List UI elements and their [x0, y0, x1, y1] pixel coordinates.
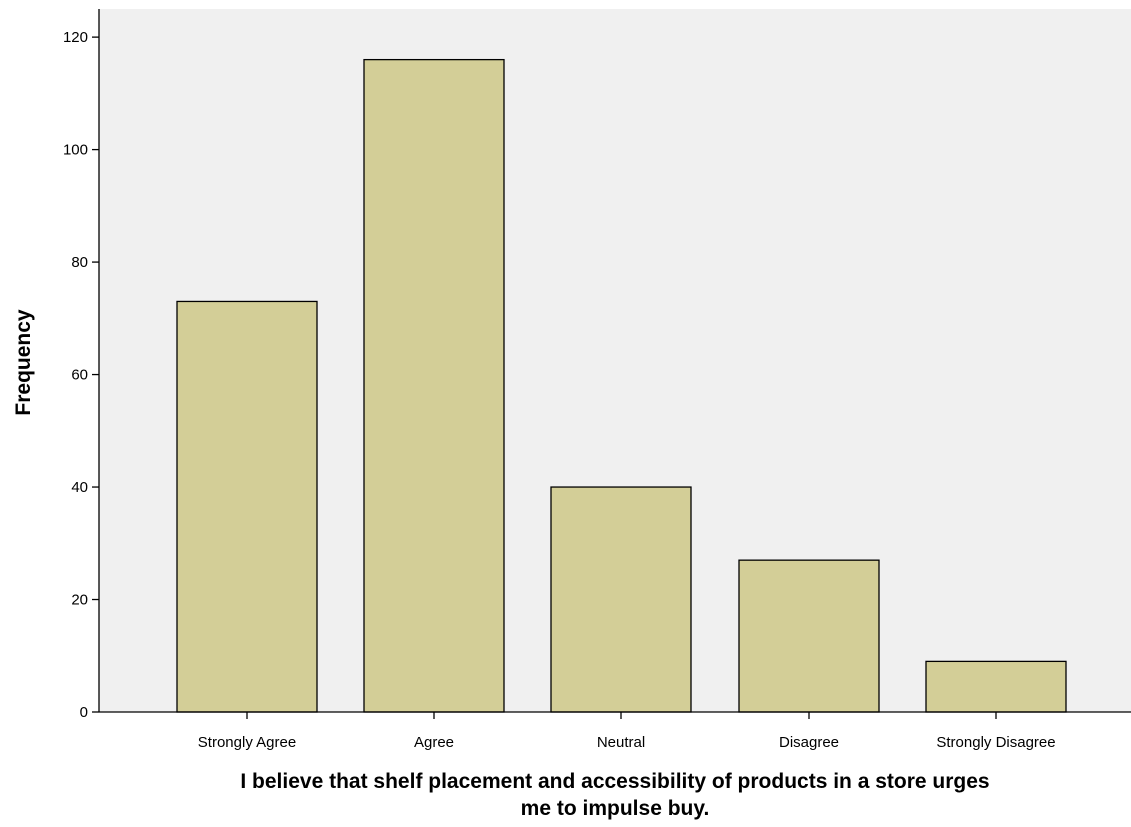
y-tick-label: 100 — [63, 142, 88, 159]
x-axis-title-line-2: me to impulse buy. — [521, 797, 710, 820]
y-tick-label: 60 — [71, 367, 88, 384]
y-tick-label: 20 — [71, 592, 88, 609]
y-tick-label: 80 — [71, 254, 88, 271]
x-tick-label: Agree — [414, 734, 454, 751]
bar-strongly-disagree — [925, 660, 1067, 713]
bar-strongly-agree — [176, 300, 318, 713]
x-axis-title-line-1: I believe that shelf placement and acces… — [240, 770, 989, 793]
x-tick-label: Disagree — [779, 734, 839, 751]
y-tick-label: 120 — [63, 29, 88, 46]
y-tick-label: 40 — [71, 479, 88, 496]
y-axis-title: Frequency — [12, 309, 35, 416]
x-tick-label: Strongly Disagree — [936, 734, 1055, 751]
x-tick-label: Neutral — [597, 734, 645, 751]
y-axis: 0 20 40 60 80 100 120 — [63, 9, 100, 721]
x-axis: Strongly Agree Agree Neutral Disagree Strong… — [99, 711, 1131, 751]
bar-agree — [363, 58, 505, 713]
y-tick-label: 0 — [80, 704, 88, 721]
bars-group — [176, 58, 1067, 713]
x-tick-label: Strongly Agree — [198, 734, 296, 751]
bar-neutral — [550, 486, 692, 713]
bar-disagree — [738, 559, 880, 713]
